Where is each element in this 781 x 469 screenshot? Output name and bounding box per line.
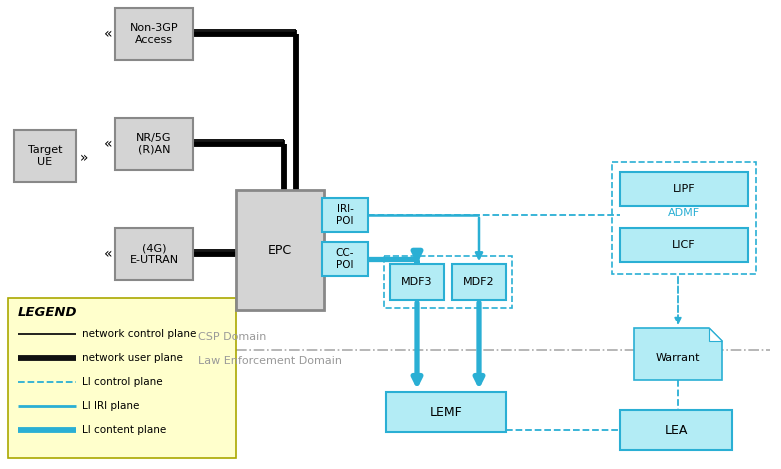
Text: MDF2: MDF2 xyxy=(463,277,495,287)
Text: «: « xyxy=(104,137,112,151)
Polygon shape xyxy=(709,328,722,341)
Bar xyxy=(452,264,506,300)
Bar xyxy=(236,190,324,310)
Bar xyxy=(322,198,368,232)
Text: ADMF: ADMF xyxy=(668,208,700,218)
Bar xyxy=(322,242,368,276)
Text: LICF: LICF xyxy=(672,240,696,250)
Text: Law Enforcement Domain: Law Enforcement Domain xyxy=(198,356,342,366)
Text: Warrant: Warrant xyxy=(656,353,701,363)
Text: CSP Domain: CSP Domain xyxy=(198,332,266,342)
Bar xyxy=(620,172,748,206)
Text: (4G)
E-UTRAN: (4G) E-UTRAN xyxy=(130,243,179,265)
Text: «: « xyxy=(104,247,112,261)
Bar xyxy=(612,162,756,274)
Text: »: » xyxy=(80,151,88,165)
Text: LEGEND: LEGEND xyxy=(18,305,77,318)
Text: LI control plane: LI control plane xyxy=(82,377,162,387)
Bar xyxy=(8,298,236,458)
Bar xyxy=(620,410,732,450)
Bar xyxy=(384,256,512,308)
Text: Target
UE: Target UE xyxy=(28,145,62,167)
Text: «: « xyxy=(104,27,112,41)
Text: Non-3GP
Access: Non-3GP Access xyxy=(130,23,178,45)
Text: LI IRI plane: LI IRI plane xyxy=(82,401,139,411)
Text: network user plane: network user plane xyxy=(82,353,183,363)
Text: network control plane: network control plane xyxy=(82,329,196,339)
Bar xyxy=(115,228,193,280)
Polygon shape xyxy=(634,328,722,380)
Text: LI content plane: LI content plane xyxy=(82,425,166,435)
Bar xyxy=(14,130,76,182)
Bar xyxy=(620,228,748,262)
Bar xyxy=(386,392,506,432)
Bar xyxy=(115,118,193,170)
Text: LEA: LEA xyxy=(665,424,688,437)
Text: EPC: EPC xyxy=(268,243,292,257)
Text: CC-
POI: CC- POI xyxy=(336,248,355,270)
Text: NR/5G
(R)AN: NR/5G (R)AN xyxy=(136,133,172,155)
Bar xyxy=(115,8,193,60)
Text: LEMF: LEMF xyxy=(430,406,462,418)
Text: IRI-
POI: IRI- POI xyxy=(337,204,354,226)
Bar xyxy=(390,264,444,300)
Text: LIPF: LIPF xyxy=(672,184,695,194)
Text: MDF3: MDF3 xyxy=(401,277,433,287)
